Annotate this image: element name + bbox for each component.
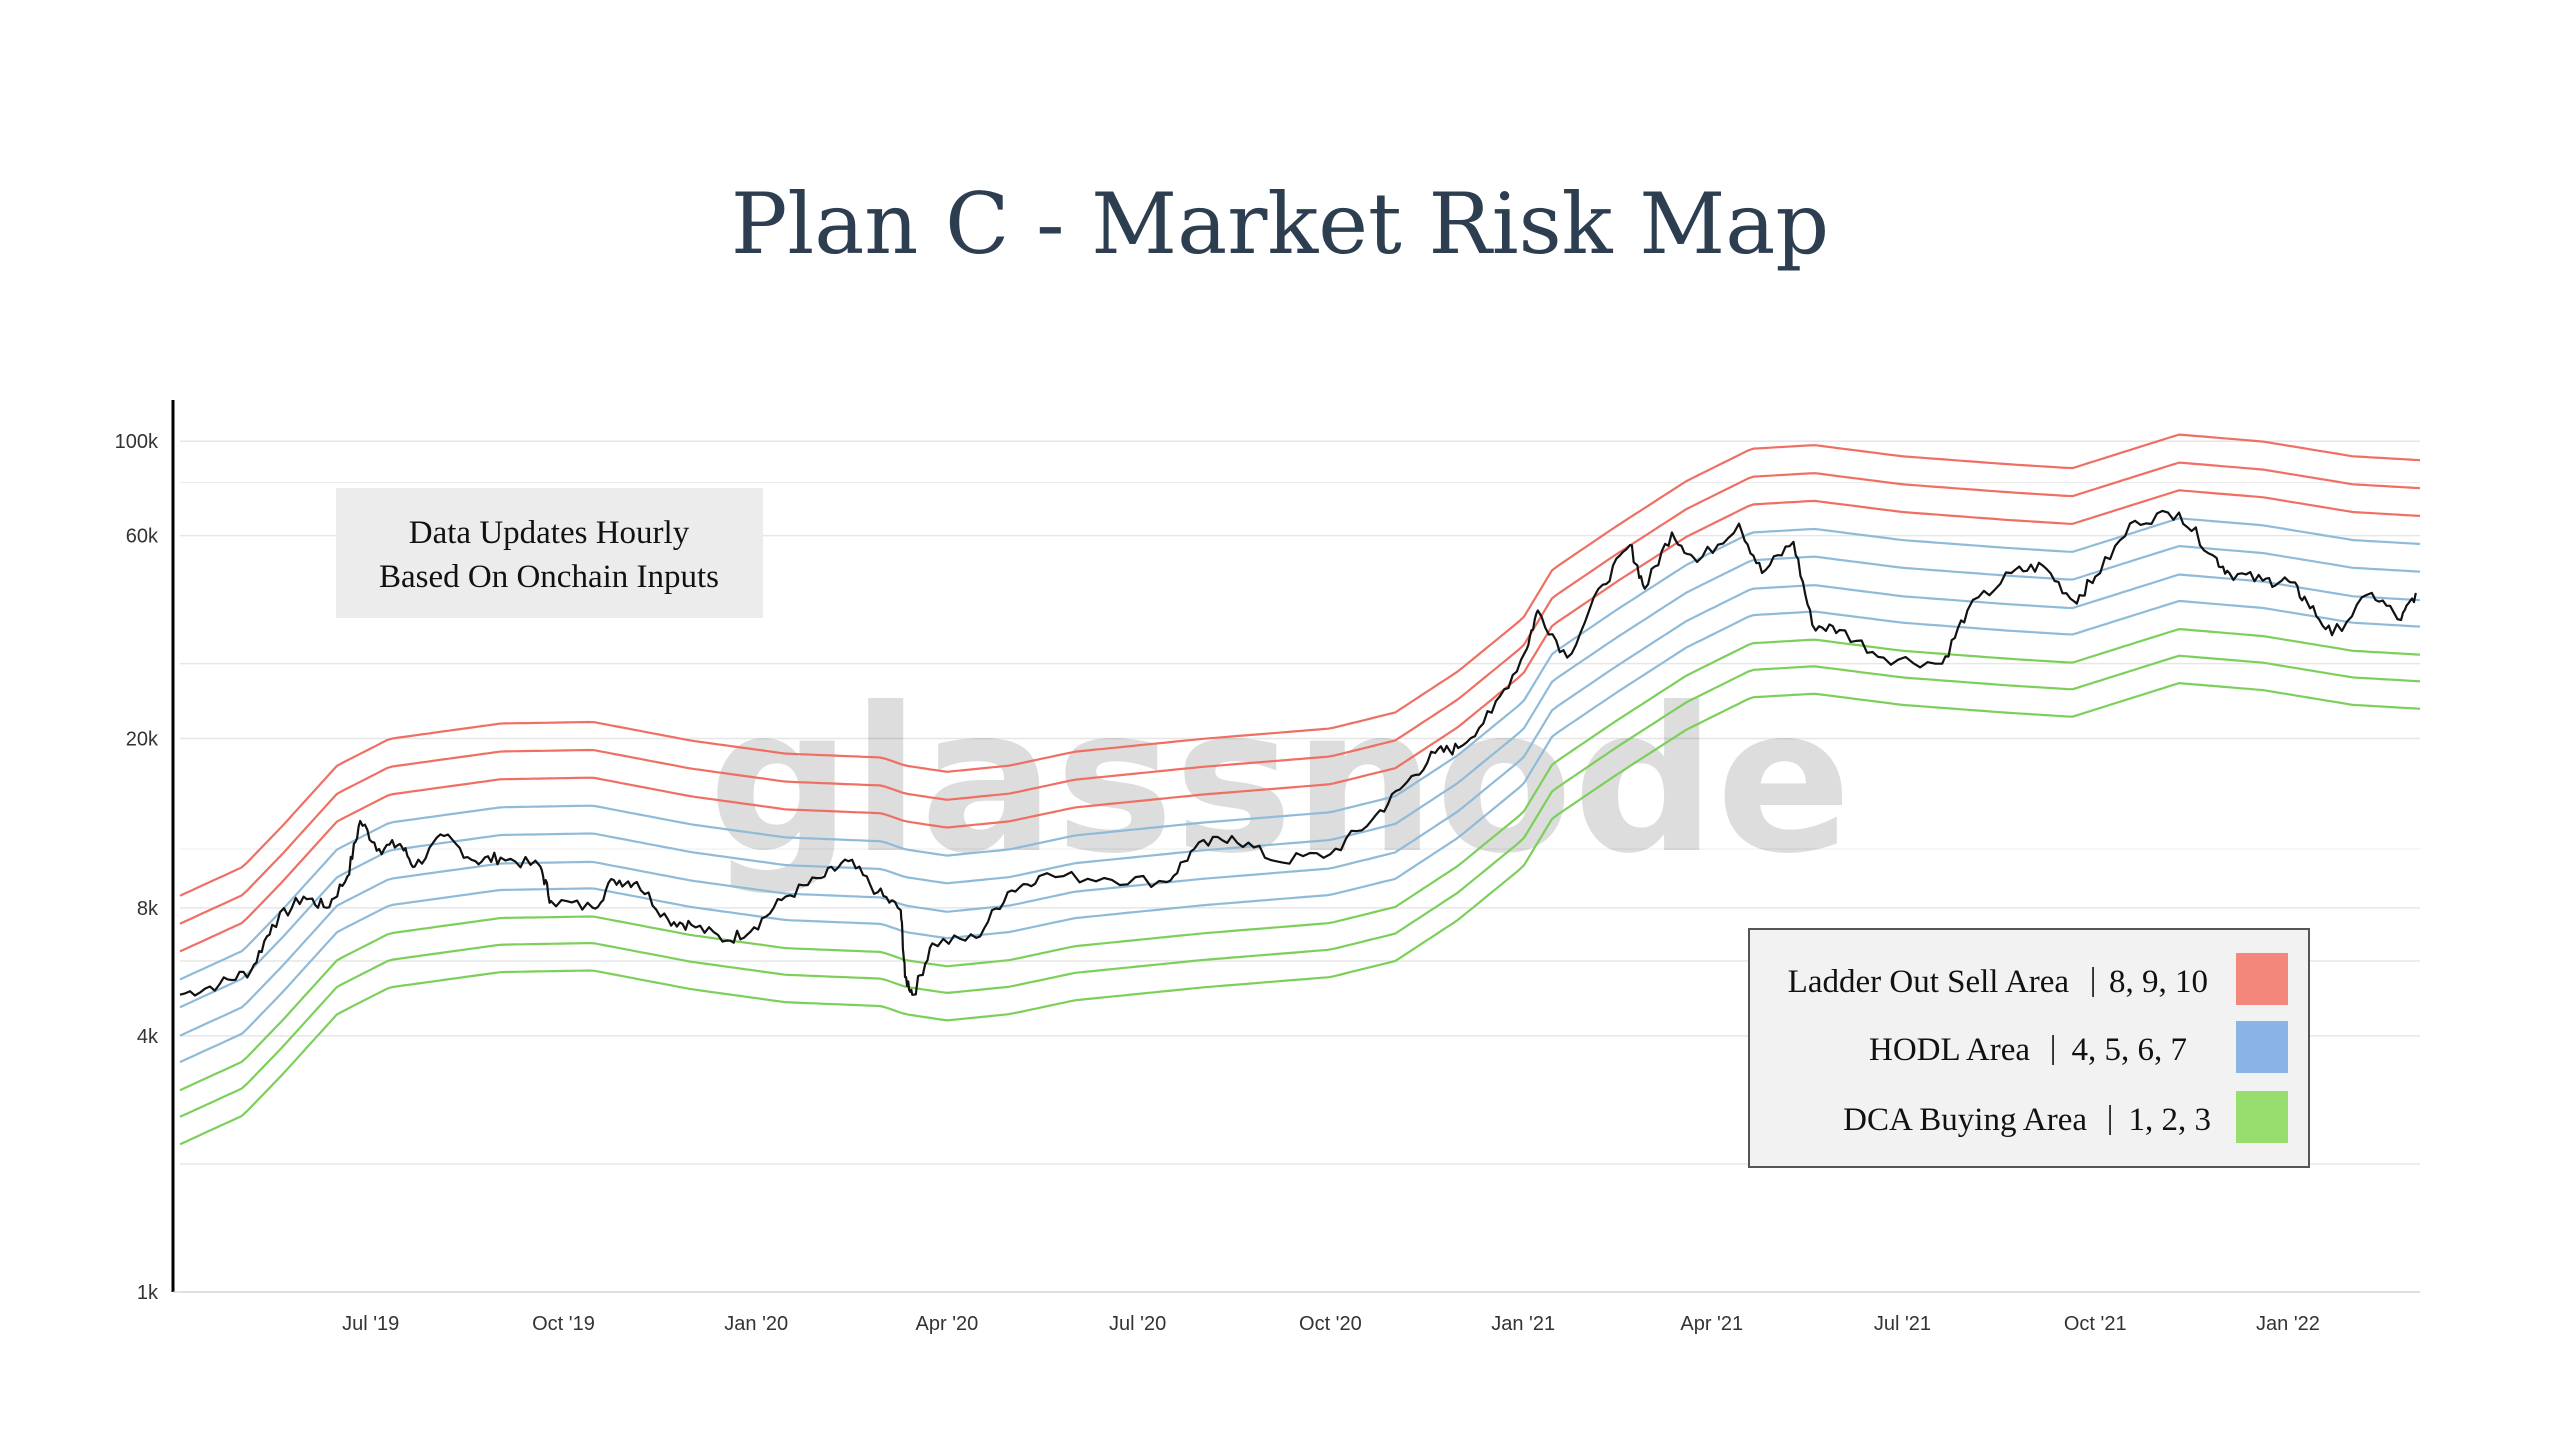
legend-sep-hodl: | [2050,1030,2057,1066]
legend-swatch-hodl [2236,1021,2288,1073]
info-box: Data Updates Hourly Based On Onchain Inp… [336,488,763,618]
x-tick-label: Apr '21 [1680,1313,1743,1335]
risk-band-1 [179,681,2421,1146]
legend-sep-dca: | [2107,1100,2114,1136]
x-tick-label: Apr '20 [916,1313,979,1335]
risk-bands [179,433,2421,1146]
risk-band-2 [179,654,2421,1118]
risk-band-7 [179,517,2421,981]
grid-lines [180,440,2420,1293]
legend-label-hodl: HODL Area [1869,1032,2030,1068]
info-box-line2: Based On Onchain Inputs [379,559,719,595]
page-title: Plan C - Market Risk Map [730,175,1830,273]
x-axis-ticks: Jul '19 Oct '19 Jan '20 Apr '20 Jul '20 Oct '… [342,1313,2320,1335]
risk-band-8 [179,489,2421,953]
legend-label-dca: DCA Buying Area [1843,1102,2087,1138]
y-tick-label: 8k [137,898,159,920]
risk-band-9 [179,461,2421,925]
x-tick-label: Jul '20 [1109,1313,1166,1335]
x-tick-label: Jul '19 [342,1313,399,1335]
y-axis-ticks: 1k 4k 8k 20k 60k 100k [115,431,159,1304]
legend-background [1748,928,2310,1168]
watermark-text: glassnode [708,665,1851,898]
legend-swatch-sell [2236,953,2288,1005]
y-tick-label: 20k [126,729,159,751]
x-tick-label: Oct '19 [532,1313,595,1335]
x-tick-label: Jan '21 [1491,1313,1555,1335]
risk-band-5 [179,573,2421,1037]
x-tick-label: Jul '21 [1874,1313,1931,1335]
risk-band-3 [179,627,2421,1092]
risk-band-10 [179,433,2421,897]
risk-band-6 [179,544,2421,1009]
legend-item-hodl: 4, 5, 6, 7 | HODL Area [1869,1021,2288,1073]
x-tick-label: Jan '22 [2256,1313,2320,1335]
legend-swatch-dca [2236,1091,2288,1143]
legend-item-sell: 8, 9, 10 | Ladder Out Sell Area [1788,953,2288,1005]
legend-item-dca: 1, 2, 3 | DCA Buying Area [1843,1091,2288,1143]
legend-levels-dca: 1, 2, 3 [2129,1102,2212,1138]
y-tick-label: 4k [137,1026,159,1048]
info-box-background [336,488,763,618]
x-tick-label: Oct '20 [1299,1313,1362,1335]
y-tick-label: 1k [137,1282,159,1304]
y-tick-label: 60k [126,526,159,548]
info-box-line1: Data Updates Hourly [409,515,690,551]
legend-levels-hodl: 4, 5, 6, 7 [2072,1032,2188,1068]
price-line [179,509,2417,997]
legend-label-sell: Ladder Out Sell Area [1788,964,2070,1000]
y-tick-label: 100k [115,431,159,453]
x-tick-label: Oct '21 [2064,1313,2127,1335]
risk-band-4 [179,599,2421,1064]
legend-sep-sell: | [2090,962,2097,998]
price-series [179,509,2417,997]
x-tick-label: Jan '20 [724,1313,788,1335]
legend-box: 8, 9, 10 | Ladder Out Sell Area 4, 5, 6,… [1748,928,2310,1168]
legend-levels-sell: 8, 9, 10 [2109,964,2208,1000]
